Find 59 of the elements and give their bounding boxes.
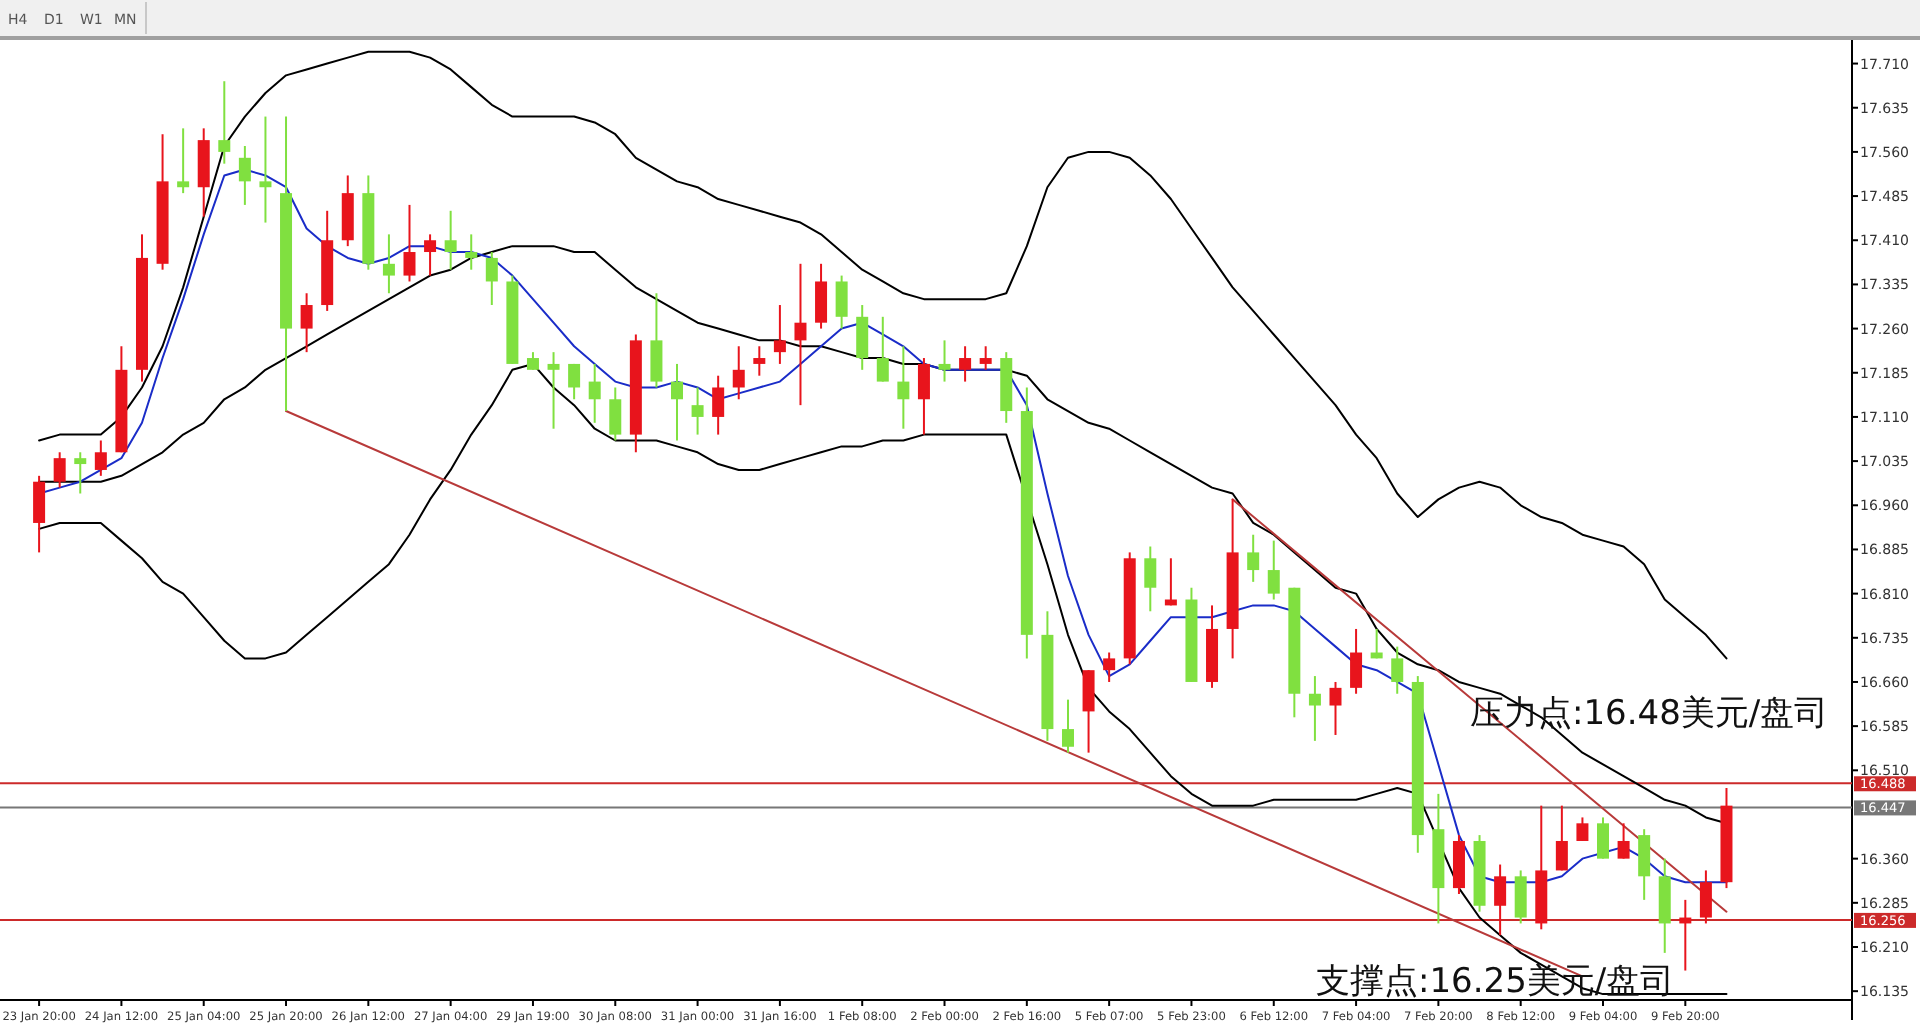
candlestick [259,115,272,224]
candlestick [1247,533,1260,583]
candlestick [465,233,478,271]
candlestick [815,262,828,330]
candlestick [444,209,457,271]
candlestick [238,145,251,206]
candlestick [218,80,231,165]
candlestick [753,345,766,377]
candlestick [691,386,704,436]
candlestick [1144,545,1157,613]
candlestick [568,362,581,401]
candlestick [1617,822,1630,860]
candlestick [917,357,930,436]
candlestick [1699,869,1712,925]
candlestick [938,339,951,383]
candlestick [1308,675,1321,742]
candlestick [712,374,725,436]
candlestick [876,315,889,383]
candlestick [1350,627,1363,695]
candlestick [1082,669,1095,754]
candlestick [1267,539,1280,601]
candlestick [485,251,498,307]
candlestick [1061,698,1074,754]
candlestick [1514,869,1527,925]
candlestick [300,292,313,354]
candlestick [547,351,560,430]
candlestick [588,362,601,424]
candlestick [382,233,395,295]
candlestick [403,203,416,283]
candlestick [732,345,745,401]
candlestick [794,262,807,407]
candlestick [74,451,87,495]
candlestick [53,451,66,489]
candlestick [33,474,46,554]
candlestick [1638,828,1651,901]
candlestick [650,292,663,389]
candlestick [671,362,684,442]
candlestick [856,304,869,371]
candlestick [835,274,848,330]
candlestick [1494,863,1507,937]
candlestick [1597,816,1610,860]
candlestick [1391,645,1404,695]
candlestick [1452,834,1465,895]
candlestick [94,439,107,477]
candlestick [979,345,992,371]
candlestick [197,127,210,218]
candlestick [773,304,786,365]
candlestick [177,127,190,195]
candlestick [959,345,972,383]
line-series [38,50,1728,660]
candlestick [897,345,910,430]
candlestick [1658,857,1671,954]
candlestick [424,233,437,277]
candlestick [1555,804,1568,872]
candlestick [341,174,354,248]
candlestick [1329,680,1342,736]
candlestick [1103,651,1116,683]
candlestick [1576,816,1589,842]
candlestick [609,386,622,442]
